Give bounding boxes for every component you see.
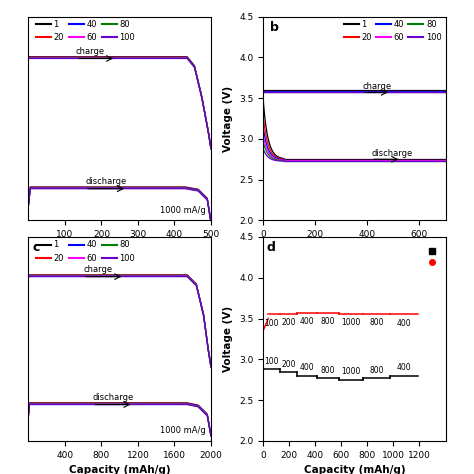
Text: charge: charge (362, 82, 391, 91)
Text: 200: 200 (281, 360, 296, 369)
X-axis label: Capacity (mAh/g): Capacity (mAh/g) (303, 245, 405, 255)
Legend: , : , (429, 245, 442, 268)
Text: 400: 400 (300, 317, 314, 326)
Text: discharge: discharge (371, 149, 412, 158)
Text: 800: 800 (320, 366, 335, 375)
Legend: 1, 20, 40, 60, 80, 100: 1, 20, 40, 60, 80, 100 (33, 237, 139, 266)
Text: c: c (32, 241, 39, 254)
Text: 1000: 1000 (341, 367, 361, 376)
Text: 200: 200 (281, 318, 296, 327)
X-axis label: Capacity (mAh/g): Capacity (mAh/g) (69, 245, 171, 255)
Y-axis label: Voltage (V): Voltage (V) (223, 306, 233, 372)
Text: 100: 100 (264, 357, 279, 366)
X-axis label: Capacity (mAh/g): Capacity (mAh/g) (69, 465, 171, 474)
Text: 800: 800 (369, 318, 384, 327)
Y-axis label: Voltage (V): Voltage (V) (223, 85, 233, 152)
Text: 800: 800 (369, 366, 384, 375)
Text: 1000 mA/g: 1000 mA/g (160, 206, 205, 215)
Text: discharge: discharge (92, 393, 134, 402)
X-axis label: Capacity (mAh/g): Capacity (mAh/g) (303, 465, 405, 474)
Text: d: d (267, 241, 275, 254)
Legend: 1, 20, 40, 60, 80, 100: 1, 20, 40, 60, 80, 100 (341, 17, 445, 46)
Text: 800: 800 (320, 317, 335, 326)
Text: charge: charge (83, 265, 112, 274)
Text: 400: 400 (300, 364, 314, 373)
Text: discharge: discharge (85, 177, 126, 186)
Text: 1000 mA/g: 1000 mA/g (160, 426, 205, 435)
Text: 400: 400 (397, 319, 411, 328)
Text: 100: 100 (264, 319, 279, 328)
Text: 400: 400 (397, 364, 411, 373)
Text: b: b (270, 21, 279, 34)
Legend: 1, 20, 40, 60, 80, 100: 1, 20, 40, 60, 80, 100 (33, 17, 139, 46)
Text: 1000: 1000 (341, 318, 361, 327)
Text: charge: charge (76, 47, 105, 56)
